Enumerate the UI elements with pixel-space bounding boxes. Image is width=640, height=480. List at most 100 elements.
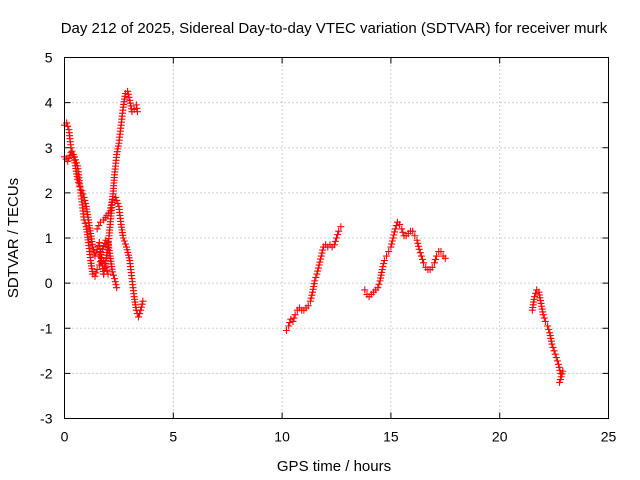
y-tick-label: -1: [40, 320, 53, 336]
data-point: [124, 87, 132, 95]
data-point-interp: [532, 289, 540, 297]
data-point-interp: [319, 246, 327, 254]
data-point-interp: [95, 222, 103, 230]
data-point: [428, 263, 436, 271]
data-point-interp: [100, 242, 108, 250]
data-point: [282, 327, 290, 335]
data-point: [380, 257, 388, 265]
chart-title: Day 212 of 2025, Sidereal Day-to-day VTE…: [61, 20, 608, 37]
data-point-interp: [65, 154, 73, 162]
data-point: [93, 266, 101, 274]
data-point-interp: [81, 196, 89, 204]
data-point: [544, 322, 552, 330]
data-point-interp: [307, 294, 315, 302]
data-point-interp: [318, 249, 326, 257]
data-point: [374, 284, 382, 292]
data-point: [137, 306, 145, 314]
data-point-interp: [388, 240, 396, 248]
data-point: [95, 261, 103, 269]
data-point: [330, 241, 338, 249]
plot-frame: [64, 57, 609, 419]
data-point-interp: [71, 156, 79, 164]
data-point-interp: [414, 239, 422, 247]
x-tick-label: 5: [169, 429, 177, 445]
data-point: [539, 311, 547, 319]
data-point-interp: [399, 228, 407, 236]
data-point-interp: [540, 314, 548, 322]
data-point-interp: [136, 310, 144, 318]
data-point-interp: [416, 249, 424, 257]
data-point-interp: [388, 237, 396, 245]
data-point-interp: [286, 319, 294, 327]
data-point: [552, 354, 560, 362]
data-point-interp: [334, 231, 342, 239]
data-point: [313, 270, 321, 278]
data-point: [99, 245, 107, 253]
data-point-interp: [379, 263, 387, 271]
data-point-interp: [112, 281, 120, 289]
data-point: [430, 259, 438, 267]
data-point-interp: [418, 255, 426, 263]
data-point: [417, 252, 425, 260]
data-point: [396, 220, 404, 228]
data-point-interp: [120, 237, 128, 245]
data-points: [61, 87, 567, 386]
data-point: [315, 261, 323, 269]
data-point: [317, 252, 325, 260]
data-point: [337, 223, 345, 231]
y-tick-label: 3: [45, 140, 53, 156]
data-point: [289, 317, 297, 325]
data-point-interp: [125, 93, 133, 101]
data-point: [441, 254, 449, 262]
data-point: [531, 293, 539, 301]
data-point-interp: [414, 242, 422, 250]
data-point: [306, 297, 314, 305]
series-track-2: [61, 148, 112, 280]
data-point: [413, 236, 421, 244]
data-point: [335, 227, 343, 235]
data-point-interp: [92, 269, 100, 277]
data-point: [80, 216, 88, 224]
data-point-interp: [101, 239, 109, 247]
data-point: [119, 234, 127, 242]
data-point: [93, 225, 101, 233]
data-point: [378, 266, 386, 274]
x-tick-label: 20: [492, 429, 508, 445]
data-point-interp: [314, 264, 322, 272]
data-point-interp: [551, 350, 559, 358]
data-point-interp: [64, 122, 72, 130]
data-point-interp: [96, 258, 104, 266]
data-point: [108, 268, 116, 276]
x-tick-label: 25: [601, 429, 617, 445]
data-point-interp: [375, 280, 383, 288]
data-point-interp: [380, 260, 388, 268]
series-track-7: [361, 218, 449, 301]
data-point: [133, 108, 141, 116]
data-point-interp: [312, 273, 320, 281]
data-point-interp: [121, 240, 129, 248]
data-point-interp: [316, 258, 324, 266]
data-point: [361, 286, 369, 294]
data-point-interp: [553, 357, 561, 365]
data-point: [333, 234, 340, 242]
data-point-interp: [545, 325, 553, 333]
data-point-interp: [109, 271, 117, 279]
series-track-5: [95, 236, 121, 292]
data-point-interp: [97, 249, 105, 257]
y-tick-label: 5: [45, 50, 53, 66]
data-point: [91, 272, 99, 280]
y-tick-label: 2: [45, 185, 53, 201]
data-point: [391, 225, 399, 233]
series-track-8: [528, 286, 567, 386]
data-point-interp: [390, 231, 398, 239]
data-point-interp: [555, 363, 563, 371]
x-tick-label: 0: [61, 429, 69, 445]
data-point: [64, 157, 72, 165]
data-point-interp: [308, 291, 316, 299]
data-point: [291, 311, 299, 319]
data-point: [437, 248, 445, 256]
data-point-interp: [111, 278, 119, 286]
data-point: [89, 243, 97, 251]
data-point-interp: [549, 343, 557, 351]
